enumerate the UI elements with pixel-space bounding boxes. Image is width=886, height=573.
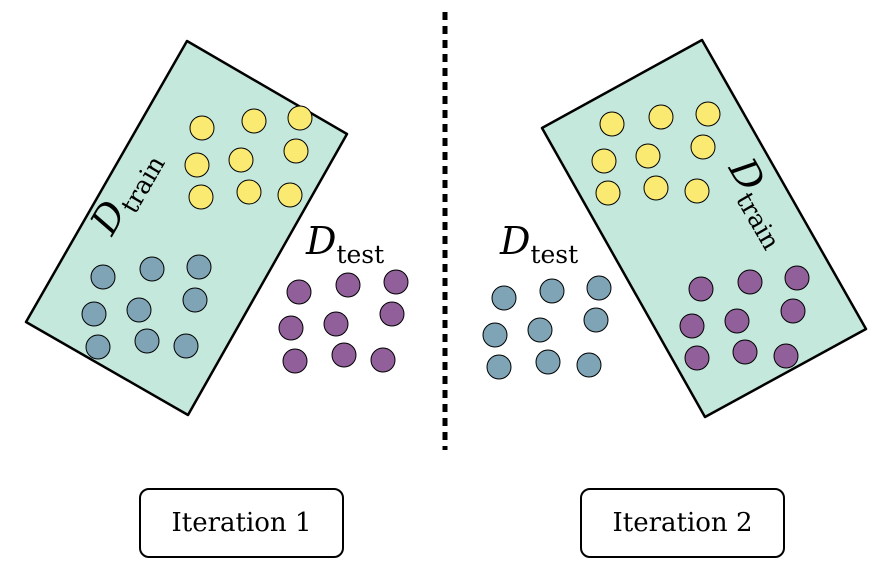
- blue-point: [85, 334, 111, 360]
- yellow-point: [591, 148, 617, 174]
- yellow-point: [684, 178, 710, 204]
- blue-point: [90, 264, 116, 290]
- purple-point: [732, 339, 758, 365]
- yellow-point: [188, 184, 214, 210]
- yellow-point: [236, 179, 262, 205]
- blue-point: [134, 328, 160, 354]
- yellow-point: [595, 180, 621, 206]
- blue-point: [583, 307, 609, 333]
- yellow-point: [599, 111, 625, 137]
- yellow-point: [643, 175, 669, 201]
- blue-point: [486, 354, 512, 380]
- test-set-2: Dtest: [482, 219, 612, 380]
- purple-point: [724, 308, 750, 334]
- purple-point: [688, 276, 714, 302]
- purple-point: [379, 301, 405, 327]
- blue-point: [527, 317, 553, 343]
- purple-point: [737, 269, 763, 295]
- yellow-point: [287, 105, 313, 131]
- iteration-1-label: Iteration 1: [171, 508, 312, 538]
- test-set-1: Dtest: [278, 219, 409, 374]
- blue-point: [173, 333, 199, 359]
- purple-point: [780, 298, 806, 324]
- train-set-2: Dtrain: [540, 38, 868, 419]
- yellow-point: [635, 143, 661, 169]
- yellow-point: [695, 101, 721, 127]
- iteration-1-box: Iteration 1: [139, 488, 344, 558]
- purple-point: [773, 343, 799, 369]
- test-label-2: Dtest: [499, 219, 578, 269]
- purple-point: [383, 269, 409, 295]
- blue-point: [126, 297, 152, 323]
- blue-point: [491, 285, 517, 311]
- blue-point: [586, 275, 612, 301]
- iteration-2-box: Iteration 2: [580, 488, 785, 558]
- yellow-point: [690, 134, 716, 160]
- iteration-2-label: Iteration 2: [612, 508, 753, 538]
- purple-point: [370, 347, 396, 373]
- yellow-point: [648, 104, 674, 130]
- purple-point: [784, 265, 810, 291]
- blue-point: [186, 254, 212, 280]
- blue-point: [139, 256, 165, 282]
- purple-point: [323, 311, 349, 337]
- train-rect-1: [24, 39, 349, 417]
- blue-point: [535, 349, 561, 375]
- yellow-point: [184, 152, 210, 178]
- train-set-1: Dtrain: [24, 39, 349, 417]
- purple-point: [278, 315, 304, 341]
- blue-cluster-1: [81, 254, 212, 360]
- blue-point: [482, 322, 508, 348]
- blue-point: [576, 352, 602, 378]
- yellow-point: [277, 182, 303, 208]
- yellow-cluster-1: [184, 105, 313, 210]
- blue-point: [539, 278, 565, 304]
- purple-point: [282, 348, 308, 374]
- purple-point: [335, 272, 361, 298]
- purple-point: [286, 279, 312, 305]
- yellow-point: [241, 108, 267, 134]
- yellow-cluster-2: [591, 101, 721, 206]
- test-label-1: Dtest: [305, 219, 384, 269]
- purple-point: [684, 345, 710, 371]
- train-rect-2: [540, 38, 868, 419]
- blue-point: [81, 301, 107, 327]
- purple-cluster-2: [679, 265, 810, 371]
- purple-point: [331, 342, 357, 368]
- yellow-point: [283, 138, 309, 164]
- yellow-point: [189, 115, 215, 141]
- blue-point: [182, 287, 208, 313]
- purple-point: [679, 313, 705, 339]
- yellow-point: [228, 147, 254, 173]
